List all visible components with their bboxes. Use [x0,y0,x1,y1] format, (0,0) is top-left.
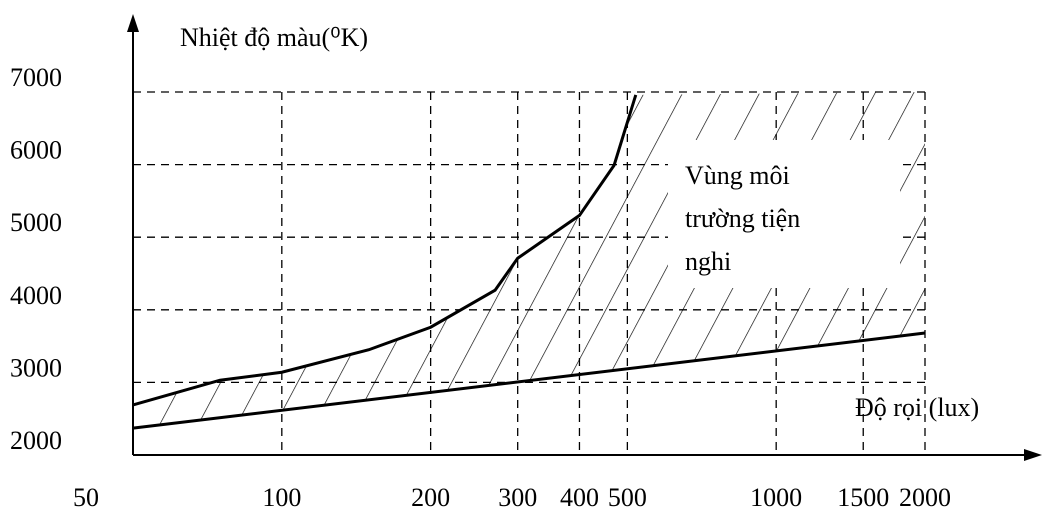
x-tick-label: 300 [498,483,537,512]
x-tick-label: 2000 [899,483,951,512]
y-tick-label: 4000 [10,281,62,310]
y-tick-label: 6000 [10,136,62,165]
annotation: trường tiện [685,204,800,233]
x-tick-label: 200 [411,483,450,512]
x-tick-label: 1000 [750,483,802,512]
annotation: Vùng môi [685,161,790,190]
x-tick-label: 50 [73,483,99,512]
x-axis-label: Độ rọi (lux) [855,393,979,422]
y-tick-label: 2000 [10,426,62,455]
annotation: nghi [685,247,731,276]
x-tick-label: 500 [608,483,647,512]
x-axis-arrow [1024,449,1042,461]
x-tick-label: 400 [560,483,599,512]
y-axis-arrow [127,14,139,32]
line [132,331,926,430]
x-tick-label: 100 [262,483,301,512]
y-axis-label: Nhiệt độ màu(⁰K) [180,23,368,52]
y-tick-label: 7000 [10,63,62,92]
annotation-box [668,140,900,288]
line [132,94,638,407]
y-tick-label: 5000 [10,208,62,237]
x-tick-label: 1500 [837,483,889,512]
y-tick-label: 3000 [10,353,62,382]
